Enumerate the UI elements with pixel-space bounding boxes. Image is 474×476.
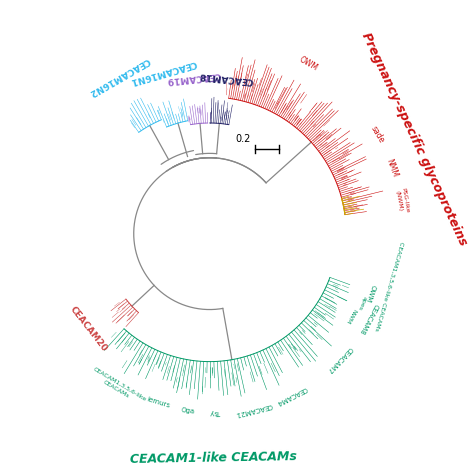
- Text: lemurs: lemurs: [146, 396, 171, 408]
- Text: CEACAM18: CEACAM18: [199, 69, 254, 84]
- Text: CEACAM7: CEACAM7: [325, 345, 353, 373]
- Text: CEACAM21: CEACAM21: [234, 401, 273, 416]
- Text: sade: sade: [368, 124, 385, 144]
- Text: CEACAM20: CEACAM20: [68, 305, 109, 353]
- Text: CEACAM1,3,5,6-like
CEACAMs: CEACAM1,3,5,6-like CEACAMs: [89, 366, 147, 407]
- Text: NWM: NWM: [344, 307, 357, 324]
- Text: CEACAM8: CEACAM8: [358, 302, 379, 335]
- Text: apes: apes: [357, 294, 368, 310]
- Text: Oga: Oga: [181, 407, 195, 414]
- Text: Pregnancy-specific glycoproteins: Pregnancy-specific glycoproteins: [359, 30, 469, 248]
- Text: OWM: OWM: [298, 55, 319, 72]
- Text: CEACAM4: CEACAM4: [275, 384, 308, 405]
- Text: 0.2: 0.2: [236, 133, 251, 143]
- Text: CEACAM16N1: CEACAM16N1: [129, 58, 197, 86]
- Text: CEACAM1-like CEACAMs: CEACAM1-like CEACAMs: [130, 449, 297, 465]
- Text: CEACAM16N2: CEACAM16N2: [87, 56, 151, 98]
- Text: Tsy: Tsy: [210, 408, 221, 415]
- Text: NMM: NMM: [385, 158, 400, 178]
- Text: OWM: OWM: [365, 283, 377, 302]
- Text: CEACAM19: CEACAM19: [165, 69, 221, 84]
- Text: CEACAM1,3,5,6-like CEACAMs: CEACAM1,3,5,6-like CEACAMs: [374, 240, 404, 331]
- Text: PSG-like
(NWM): PSG-like (NWM): [394, 187, 410, 214]
